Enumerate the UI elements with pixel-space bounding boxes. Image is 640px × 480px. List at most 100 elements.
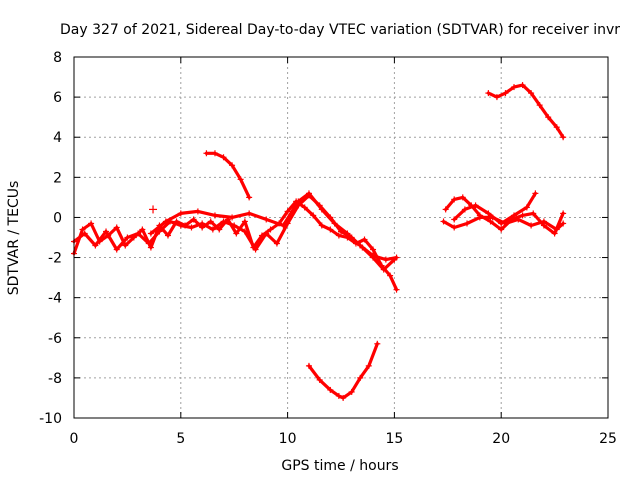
data-point: [122, 242, 129, 249]
data-point: [81, 230, 88, 237]
data-point: [316, 376, 323, 383]
data-point: [164, 232, 171, 239]
data-point: [188, 224, 195, 231]
series-arc-6: [444, 195, 565, 236]
data-point: [113, 246, 120, 253]
data-point: [357, 242, 364, 249]
data-point: [263, 230, 270, 237]
data-point: [113, 224, 120, 231]
data-point: [451, 224, 458, 231]
data-point: [241, 218, 248, 225]
data-point: [451, 216, 458, 223]
data-point: [246, 210, 253, 217]
data-point: [553, 124, 560, 131]
data-point: [545, 114, 552, 121]
data-point: [203, 150, 210, 157]
data-point: [331, 220, 338, 227]
y-tick-label: -6: [48, 331, 62, 347]
data-point: [344, 230, 351, 237]
data-point: [485, 210, 492, 217]
y-tick-label: 4: [53, 130, 62, 146]
data-point: [318, 206, 325, 213]
data-point: [370, 252, 377, 259]
data-point: [295, 198, 302, 205]
data-point: [560, 134, 567, 141]
data-point: [156, 228, 163, 235]
y-axis-label: SDTVAR / TECUs: [6, 181, 22, 296]
data-point: [357, 374, 364, 381]
data-point: [216, 226, 223, 233]
data-point: [519, 82, 526, 89]
data-point: [124, 234, 131, 241]
y-tick-label: 8: [53, 50, 62, 66]
x-tick-label: 20: [492, 431, 510, 447]
x-tick-label: 10: [279, 431, 297, 447]
data-point: [92, 242, 99, 249]
data-point: [464, 220, 471, 227]
y-tick-label: 2: [53, 170, 62, 186]
data-point: [551, 230, 558, 237]
data-point: [231, 222, 238, 229]
data-point: [530, 210, 537, 217]
data-layer: [71, 82, 567, 401]
series-arc-9: [486, 83, 565, 139]
data-point: [451, 196, 458, 203]
series-arc-5: [307, 342, 379, 400]
data-point: [511, 84, 518, 91]
data-point: [252, 246, 259, 253]
x-tick-label: 5: [176, 431, 185, 447]
data-point: [79, 226, 86, 233]
data-point: [237, 176, 244, 183]
data-point: [267, 226, 274, 233]
data-point: [485, 90, 492, 97]
data-point: [515, 216, 522, 223]
data-point: [139, 226, 146, 233]
data-point: [327, 226, 334, 233]
data-point: [229, 162, 236, 169]
data-point: [280, 222, 287, 229]
ticks: [73, 56, 609, 419]
data-point: [177, 210, 184, 217]
data-point: [532, 190, 539, 197]
data-point: [511, 212, 518, 219]
series-arc-8: [452, 191, 537, 226]
data-point: [393, 286, 400, 293]
data-point: [536, 102, 543, 109]
data-point: [370, 246, 377, 253]
data-point: [393, 254, 400, 261]
data-point: [147, 230, 154, 237]
data-point: [147, 244, 154, 251]
data-point: [145, 240, 152, 247]
data-point: [211, 212, 218, 219]
data-point: [528, 90, 535, 97]
data-point: [301, 204, 308, 211]
chart-title: Day 327 of 2021, Sidereal Day-to-day VTE…: [60, 22, 620, 38]
data-point: [519, 212, 526, 219]
data-point: [553, 226, 560, 233]
data-point: [305, 190, 312, 197]
data-point: [284, 208, 291, 215]
data-point: [88, 220, 95, 227]
y-tick-label: 6: [53, 90, 62, 106]
data-point: [442, 206, 449, 213]
data-point: [335, 392, 342, 399]
data-point: [487, 218, 494, 225]
data-point: [560, 210, 567, 217]
data-point: [211, 150, 218, 157]
x-tick-label: 15: [385, 431, 403, 447]
data-point: [335, 232, 342, 239]
data-point: [199, 220, 206, 227]
data-point: [135, 230, 142, 237]
data-point: [241, 228, 248, 235]
data-point: [273, 240, 280, 247]
data-point: [498, 220, 505, 227]
data-point: [305, 362, 312, 369]
data-point: [233, 230, 240, 237]
series-arc-4: [204, 151, 251, 199]
data-point: [361, 236, 368, 243]
data-point: [382, 256, 389, 263]
data-point: [528, 222, 535, 229]
data-point: [459, 194, 466, 201]
data-point: [348, 388, 355, 395]
